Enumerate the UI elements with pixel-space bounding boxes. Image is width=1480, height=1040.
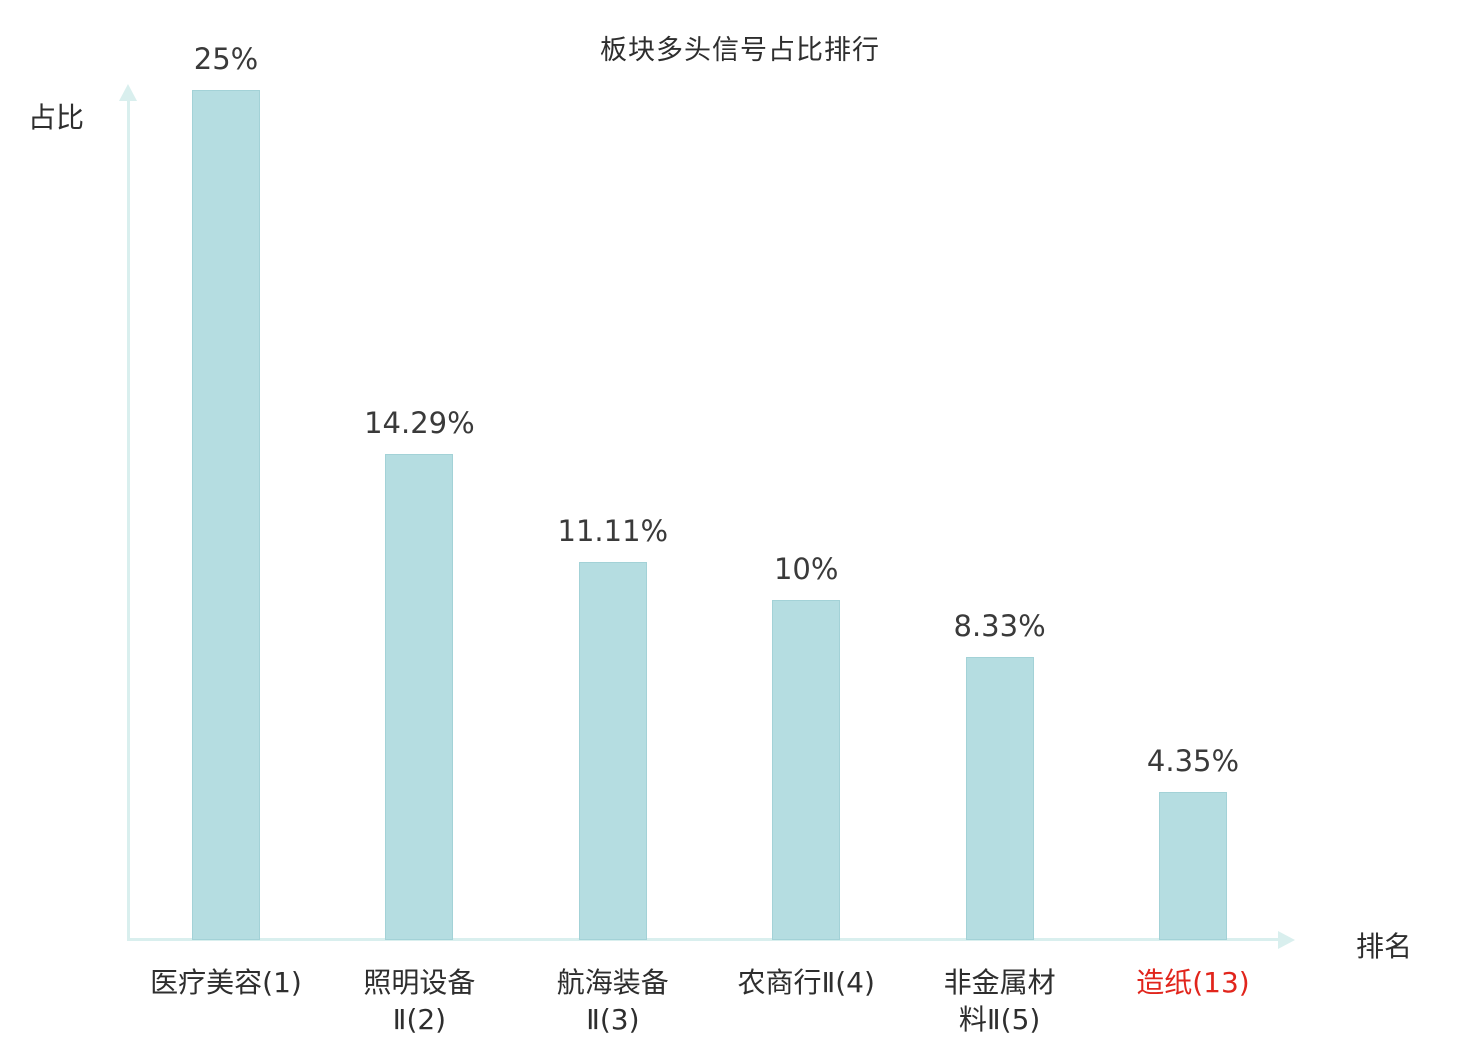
y-axis-line (127, 100, 130, 941)
category-label-6[interactable]: 造纸(13) (1136, 966, 1250, 999)
category-label-3[interactable]: 航海装备 Ⅱ(3) (556, 966, 669, 1036)
bar-value-label-1: 25% (193, 42, 259, 76)
bar-1[interactable] (192, 90, 260, 940)
bar-value-label-3: 11.11% (557, 514, 669, 549)
category-label-5[interactable]: 非金属材 料Ⅱ(5) (943, 966, 1056, 1036)
category-label-4[interactable]: 农商行Ⅱ(4) (737, 966, 875, 999)
bar-value-label-2: 14.29% (364, 406, 475, 441)
x-axis-arrow-icon (1278, 931, 1295, 949)
bar-value-label-4: 10% (773, 552, 839, 586)
chart-title: 板块多头信号占比排行 (600, 35, 880, 66)
category-label-2[interactable]: 照明设备 Ⅱ(2) (363, 966, 476, 1036)
bar-value-label-5: 8.33% (953, 608, 1046, 643)
bar-3[interactable] (578, 562, 647, 940)
bar-5[interactable] (965, 656, 1034, 940)
bar-4[interactable] (772, 600, 841, 940)
bar-2[interactable] (385, 454, 454, 940)
y-axis-arrow-icon (119, 84, 137, 101)
bar-value-label-6: 4.35% (1146, 744, 1240, 779)
bar-6[interactable] (1159, 792, 1227, 940)
x-axis-label: 排名 (1356, 930, 1413, 963)
y-axis-label: 占比 (28, 101, 85, 134)
category-label-1[interactable]: 医疗美容(1) (150, 966, 302, 999)
x-axis-line (127, 938, 1280, 941)
